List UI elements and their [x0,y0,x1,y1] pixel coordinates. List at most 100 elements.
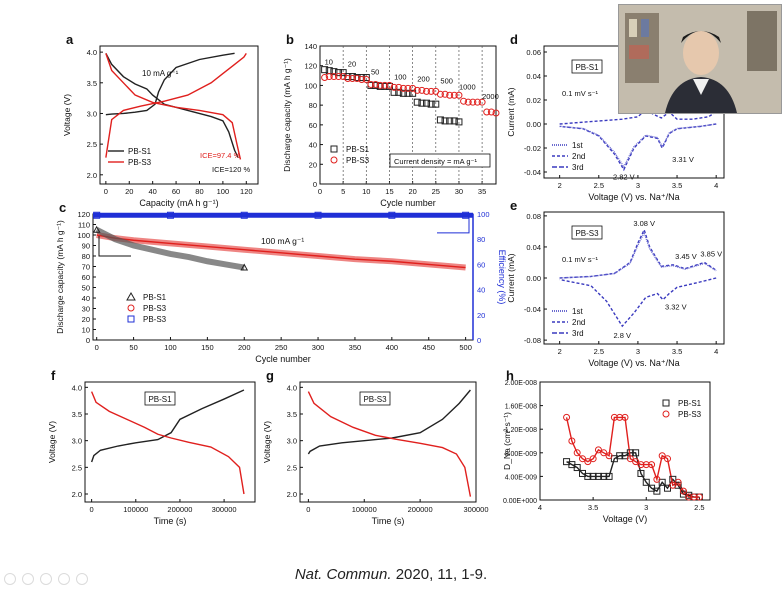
legend-label: PB-S1 [128,147,152,156]
data-point-pb-s1 [358,74,366,82]
y-tick-label: 20 [82,315,90,324]
data-point-pb-s3 [446,91,454,99]
data-point-pb-s3 [418,86,426,94]
y-tick-label: 2.5 [287,463,297,472]
x-axis-label: Voltage (V) [603,514,648,524]
data-point-pb-s1 [441,117,449,125]
annotation: 10 mA g⁻¹ [142,69,179,78]
y-axis-label: Voltage (V) [62,94,72,136]
y-tick-label: 80 [309,101,317,110]
data-point-pb-s1 [339,69,347,77]
data-point-pb-s3 [367,80,375,88]
data-point-pb-s1 [432,100,440,108]
x-tick-label: 120 [240,187,253,196]
y-tick-label: 3.5 [72,410,82,419]
toolbar-button-icon[interactable] [58,573,70,585]
series-band-pb-s1 [95,227,245,271]
x-axis-label: Time (s) [372,516,405,526]
x-axis-label: Capacity (mA h g⁻¹) [139,198,218,208]
data-point-pb-s3 [690,493,698,501]
y2-tick-label: 80 [477,235,485,244]
x-tick-label: 30 [455,187,463,196]
annotation: 0.1 mV s⁻¹ [562,255,599,264]
y-tick-label: 0.00 [526,120,541,129]
y-tick-label: 2.5 [72,463,82,472]
data-point-pb-s3 [573,449,581,457]
y-tick-label: 3.0 [287,437,297,446]
y-axis-label: Voltage (V) [262,421,272,463]
y-tick-label: -0.08 [524,336,541,345]
legend-label: 3rd [572,163,584,172]
legend-swatch [662,399,670,407]
slide-toolbar[interactable] [4,572,124,586]
data-point-pb-s1 [584,472,592,480]
toolbar-button-icon[interactable] [22,573,34,585]
data-point-pb-s3 [409,84,417,92]
x-tick-label: 60 [172,187,180,196]
data-point-pb-s3 [413,86,421,94]
series-line-discharge [307,391,472,497]
data-point-pb-s1 [390,88,398,96]
x-tick-label: 4 [538,503,542,512]
y-tick-label: 4.0 [87,48,97,57]
rate-label: 500 [440,76,453,85]
x-tick-label: 20 [408,187,416,196]
data-point-pb-s3 [344,75,352,83]
annotation: ICE=120 % [212,165,250,174]
data-point-pb-s3 [584,458,592,466]
data-point-pb-s3 [362,76,370,84]
legend-swatch [330,145,338,153]
annotation: ICE=97.4 % [200,151,241,160]
y-tick-label: 0.00 [526,274,541,283]
toolbar-button-icon[interactable] [40,573,52,585]
plot-frame [319,45,497,185]
toolbar-button-icon[interactable] [76,573,88,585]
sample-box [359,391,391,406]
data-point-pb-s3 [648,461,656,469]
toolbar-button-icon[interactable] [4,573,16,585]
annotation: 0.1 mV s⁻¹ [562,89,599,98]
data-point-pb-s1 [642,478,650,486]
data-point-pb-s3 [478,98,486,106]
data-point-pb-s1 [321,66,329,74]
y-tick-label: 20 [309,160,317,169]
legend-label: PB-S3 [143,304,167,313]
y-tick-label: 0.04 [526,243,541,252]
y-tick-label: 4.00E-009 [505,474,537,481]
x-tick-label: 300000 [463,505,488,514]
data-point-pb-s3 [348,75,356,83]
x-tick-label: 3.5 [588,503,598,512]
data-point-pb-s3 [621,413,629,421]
data-point-pb-s3 [427,87,435,95]
legend-swatch [662,410,670,418]
series-line-anodic [559,108,717,125]
data-point-pb-s1 [436,116,444,124]
legend-label: 1st [572,307,583,316]
x-tick-label: 3 [636,347,640,356]
y-axis-label: D_Na (cm² s⁻¹) [502,412,512,470]
sample-label: PB-S3 [575,229,599,238]
x-tick-label: 300000 [212,505,237,514]
x-tick-label: 25 [432,187,440,196]
data-point-pb-s3 [616,413,624,421]
data-point-pb-s3 [385,81,393,89]
y-tick-label: 140 [304,42,317,51]
data-point-pb-s3 [579,455,586,463]
note-box [389,153,491,168]
data-point-pb-s1 [679,490,687,498]
y-tick-label: 40 [309,141,317,150]
data-point-pb-s1 [455,118,463,126]
data-point-pb-s3 [321,74,329,82]
legend-label: PB-S1 [346,145,370,154]
sample-box [571,59,603,74]
x-tick-label: 50 [129,343,137,352]
series-line-charge [307,389,471,455]
panel-letter: f [51,368,56,383]
data-point-pb-s1 [674,481,682,489]
rate-label: 20 [348,60,356,69]
y-tick-label: 1.20E-008 [505,427,537,434]
data-point-pb-s3 [492,109,500,117]
x-tick-label: 0 [90,505,94,514]
y-tick-label: 0 [313,180,317,189]
data-point-pb-s3 [669,481,677,489]
